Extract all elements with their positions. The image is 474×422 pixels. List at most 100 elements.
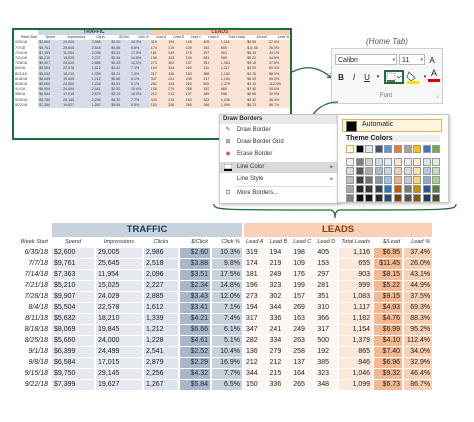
data-cell[interactable]: $6.73	[246, 102, 268, 109]
data-cell[interactable]: 336	[267, 380, 290, 390]
data-cell[interactable]: $9,907	[52, 292, 94, 302]
data-cell[interactable]: 46.4%	[404, 369, 433, 379]
color-swatch[interactable]	[355, 194, 364, 202]
data-cell[interactable]: 43.1%	[267, 50, 290, 57]
data-cell[interactable]: 16.9%	[212, 358, 242, 368]
data-cell[interactable]: 297	[315, 270, 338, 280]
data-cell[interactable]: 164	[184, 97, 203, 103]
data-cell[interactable]: 112.4%	[404, 336, 433, 346]
menu-item-draw-border[interactable]: ✎ Draw Border	[220, 125, 338, 136]
color-swatch[interactable]	[403, 194, 412, 202]
data-cell[interactable]: 24,499	[62, 87, 91, 93]
data-cell[interactable]: 34.0%	[404, 347, 433, 357]
data-cell[interactable]: 865	[219, 87, 247, 93]
data-cell[interactable]: 1,339	[90, 71, 111, 77]
data-cell[interactable]: 1,267	[144, 380, 178, 390]
data-cell[interactable]: 269	[291, 303, 314, 313]
data-cell[interactable]: $9.32	[246, 97, 268, 103]
color-swatch[interactable]	[384, 194, 393, 202]
data-cell[interactable]: $5.22	[374, 281, 403, 291]
data-cell[interactable]: $6.96	[246, 92, 268, 98]
data-cell[interactable]: 7.7%	[130, 97, 150, 103]
data-cell[interactable]: 11,954	[96, 270, 142, 280]
data-cell[interactable]: 2,879	[144, 358, 178, 368]
week-cell[interactable]: 8/18/18	[15, 76, 27, 81]
color-swatch[interactable]	[365, 158, 374, 166]
color-swatch[interactable]	[413, 194, 422, 202]
data-cell[interactable]: 136	[149, 87, 168, 93]
data-cell[interactable]: 19,845	[62, 76, 91, 83]
data-cell[interactable]: 37.5%	[267, 61, 290, 67]
data-cell[interactable]: 34.0%	[267, 87, 290, 93]
data-cell[interactable]: $7,399	[38, 102, 63, 109]
data-cell[interactable]: $5.84	[180, 380, 210, 390]
week-cell[interactable]: 6/30/18	[24, 249, 48, 256]
data-cell[interactable]: 1,228	[144, 336, 178, 346]
week-cell[interactable]: 9/8/18	[15, 92, 25, 97]
data-cell[interactable]: $6.95	[246, 40, 268, 46]
data-cell[interactable]: 265	[184, 102, 203, 109]
week-cell[interactable]: 7/21/18	[15, 56, 27, 61]
data-cell[interactable]: 2,518	[144, 259, 178, 269]
data-cell[interactable]: 95.2%	[267, 76, 290, 83]
data-cell[interactable]: $9,761	[52, 259, 94, 269]
data-cell[interactable]: 366	[315, 314, 338, 324]
data-cell[interactable]: 500	[202, 82, 220, 88]
data-cell[interactable]: 336	[267, 314, 290, 324]
data-cell[interactable]: $11.45	[374, 259, 403, 269]
color-swatch[interactable]	[432, 167, 441, 175]
data-cell[interactable]: 24,000	[62, 82, 91, 88]
data-cell[interactable]: 196	[244, 281, 266, 291]
data-cell[interactable]: 281	[202, 56, 220, 62]
data-cell[interactable]: 212	[167, 92, 185, 98]
data-cell[interactable]: 29,145	[96, 369, 142, 379]
data-cell[interactable]: $3.51	[180, 270, 210, 280]
data-cell[interactable]: 344	[167, 66, 185, 72]
data-cell[interactable]: $4.10	[246, 82, 268, 88]
data-cell[interactable]: 18,210	[96, 314, 142, 324]
data-cell[interactable]: 88.3%	[404, 314, 433, 324]
data-cell[interactable]: 112.4%	[267, 82, 290, 88]
data-cell[interactable]: 323	[167, 56, 185, 62]
menu-item-more-borders[interactable]: ⊡ More Borders...	[220, 188, 338, 199]
data-cell[interactable]: 7.4%	[130, 71, 150, 77]
data-cell[interactable]: 5.1%	[130, 82, 150, 88]
data-cell[interactable]: 198	[184, 40, 203, 46]
data-cell[interactable]: 192	[315, 347, 338, 357]
data-cell[interactable]: $5,504	[52, 303, 94, 313]
data-cell[interactable]: $6.95	[374, 248, 403, 258]
data-cell[interactable]: 347	[244, 325, 266, 335]
data-cell[interactable]: 1,182	[339, 314, 373, 324]
data-cell[interactable]: 32.9%	[267, 92, 290, 98]
data-cell[interactable]: 25,645	[96, 259, 142, 269]
data-cell[interactable]: 153	[315, 259, 338, 269]
data-cell[interactable]: 69.3%	[404, 303, 433, 313]
data-cell[interactable]: 153	[202, 45, 220, 51]
data-cell[interactable]: $9.15	[374, 292, 403, 302]
data-cell[interactable]: 174	[244, 259, 266, 269]
menu-item-erase-border[interactable]: ◆ Erase Border	[220, 149, 338, 160]
color-swatch[interactable]	[374, 167, 383, 175]
font-grow-button[interactable]: A	[429, 56, 435, 65]
data-cell[interactable]: 344	[244, 369, 266, 379]
data-cell[interactable]: 1,116	[339, 248, 373, 258]
color-swatch[interactable]	[432, 145, 441, 153]
color-swatch[interactable]	[394, 145, 402, 153]
data-cell[interactable]: 1,099	[219, 102, 247, 109]
data-cell[interactable]: 319	[244, 248, 266, 258]
data-cell[interactable]: 88.3%	[267, 71, 290, 77]
data-cell[interactable]: $5,210	[38, 56, 63, 62]
fill-color-icon[interactable]	[406, 70, 422, 84]
data-cell[interactable]: 500	[315, 336, 338, 346]
color-swatch[interactable]	[422, 167, 431, 175]
data-cell[interactable]: 9.8%	[212, 259, 242, 269]
data-cell[interactable]: 249	[291, 325, 314, 335]
data-cell[interactable]: $6.66	[110, 76, 131, 83]
data-cell[interactable]: 199	[291, 281, 314, 291]
data-cell[interactable]: 351	[202, 61, 220, 67]
data-cell[interactable]: 10.4%	[130, 87, 150, 93]
color-swatch[interactable]	[384, 158, 393, 166]
data-cell[interactable]: $2.60	[110, 40, 131, 46]
data-cell[interactable]: 109	[291, 259, 314, 269]
color-swatch[interactable]	[422, 176, 431, 184]
